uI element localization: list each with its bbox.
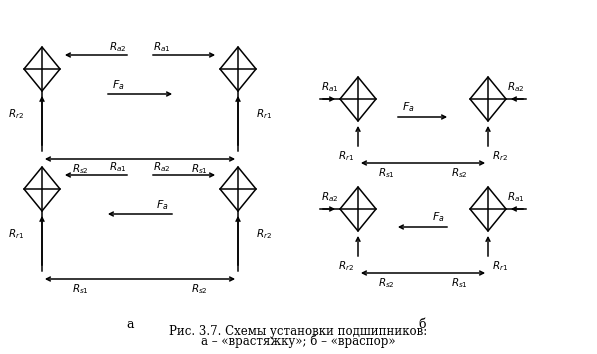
Text: $R_{a2}$: $R_{a2}$ [321, 190, 338, 204]
Text: $R_{s1}$: $R_{s1}$ [72, 282, 89, 296]
Text: $R_{r1}$: $R_{r1}$ [8, 227, 24, 241]
Text: $R_{s2}$: $R_{s2}$ [378, 276, 395, 290]
Text: $F_a$: $F_a$ [156, 198, 168, 212]
Text: $R_{s2}$: $R_{s2}$ [451, 166, 468, 180]
Text: $R_{s1}$: $R_{s1}$ [451, 276, 468, 290]
Text: $R_{a2}$: $R_{a2}$ [507, 80, 525, 94]
Text: $R_{a2}$: $R_{a2}$ [109, 40, 127, 54]
Text: $R_{a1}$: $R_{a1}$ [153, 40, 171, 54]
Text: $R_{a2}$: $R_{a2}$ [153, 160, 171, 174]
Text: $R_{r2}$: $R_{r2}$ [8, 107, 24, 121]
Text: а: а [126, 318, 134, 331]
Text: б: б [418, 318, 426, 331]
Text: $R_{a1}$: $R_{a1}$ [109, 160, 127, 174]
Text: $R_{s1}$: $R_{s1}$ [191, 162, 208, 176]
Text: $R_{s2}$: $R_{s2}$ [191, 282, 208, 296]
Text: $R_{a1}$: $R_{a1}$ [507, 190, 525, 204]
Text: $R_{r1}$: $R_{r1}$ [492, 259, 508, 273]
Text: $R_{r2}$: $R_{r2}$ [492, 149, 508, 163]
Text: $R_{a1}$: $R_{a1}$ [321, 80, 339, 94]
Text: $R_{s2}$: $R_{s2}$ [72, 162, 89, 176]
Text: $F_a$: $F_a$ [432, 210, 444, 224]
Text: $F_a$: $F_a$ [402, 100, 414, 114]
Text: $R_{r2}$: $R_{r2}$ [256, 227, 272, 241]
Text: $F_a$: $F_a$ [112, 78, 124, 92]
Text: $R_{r1}$: $R_{r1}$ [338, 149, 354, 163]
Text: $R_{r1}$: $R_{r1}$ [256, 107, 272, 121]
Text: а – «врастяжку»; б – «враспор»: а – «врастяжку»; б – «враспор» [201, 334, 395, 348]
Text: Рис. 3.7. Схемы установки подшипников:: Рис. 3.7. Схемы установки подшипников: [169, 325, 427, 338]
Text: $R_{s1}$: $R_{s1}$ [378, 166, 395, 180]
Text: $R_{r2}$: $R_{r2}$ [338, 259, 354, 273]
